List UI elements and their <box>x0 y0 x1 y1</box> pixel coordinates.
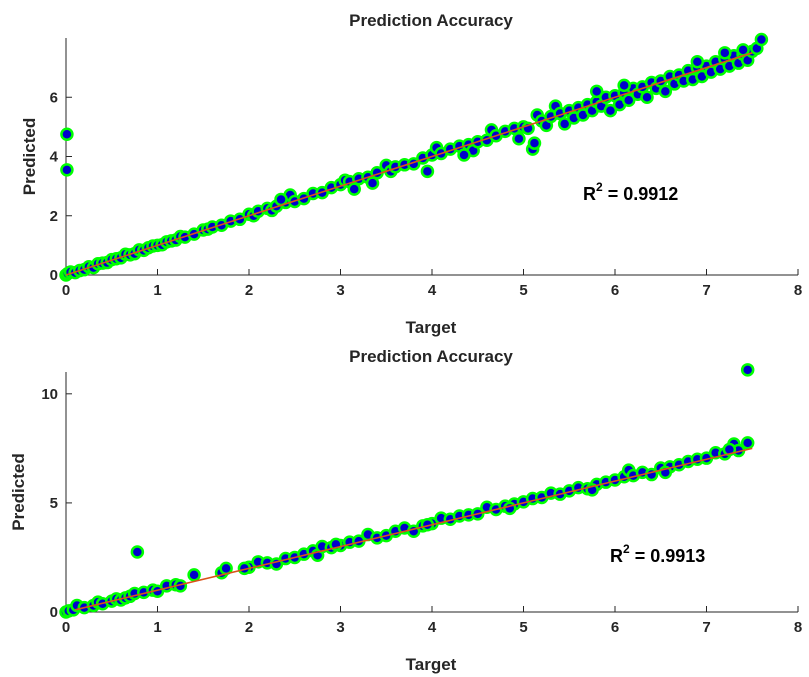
r-squared-value: = 0.9912 <box>603 184 679 204</box>
x-tick-label: 5 <box>519 282 527 299</box>
subplot-2: 0 1 2 3 4 5 6 7 8 0 5 10 Prediction Accuracy Target Pr… <box>9 347 802 674</box>
scatter-point <box>690 54 705 69</box>
y-tick-label: 0 <box>50 267 58 284</box>
scatter-point <box>420 164 435 179</box>
x-tick-label: 3 <box>336 619 344 636</box>
scatter-point <box>740 436 755 450</box>
x-tick-label: 6 <box>611 282 619 299</box>
fit-line <box>65 52 753 276</box>
x-tick-label: 5 <box>519 619 527 636</box>
scatter-point <box>589 84 604 99</box>
x-tick-label: 3 <box>336 282 344 299</box>
x-tick-label: 2 <box>245 619 253 636</box>
scatter-point <box>187 568 201 582</box>
r-squared-annotation: R2 = 0.9912 <box>583 180 678 204</box>
x-tick-label: 0 <box>62 619 70 636</box>
scatter-point <box>617 78 631 93</box>
r-squared-value: = 0.9913 <box>630 546 706 566</box>
scatter-point <box>60 127 74 142</box>
scatter-point <box>740 363 755 377</box>
scatter-point <box>754 32 769 47</box>
y-tick-label: 2 <box>50 208 58 225</box>
scatter-series <box>59 363 755 619</box>
r-squared-base: R <box>583 184 596 204</box>
x-tick-label: 7 <box>702 619 710 636</box>
chart-title: Prediction Accuracy <box>349 11 513 30</box>
x-tick-label: 1 <box>153 282 161 299</box>
scatter-point <box>512 131 526 146</box>
x-tick-label: 6 <box>611 619 619 636</box>
r-squared-superscript: 2 <box>623 542 630 556</box>
scatter-point <box>130 545 145 559</box>
x-tick-label: 1 <box>153 619 161 636</box>
r-squared-base: R <box>610 546 623 566</box>
y-axis-label: Predicted <box>9 453 28 530</box>
y-tick-label: 4 <box>50 149 59 166</box>
scatter-point <box>722 442 737 457</box>
scatter-point <box>718 46 732 60</box>
x-axis-label: Target <box>406 655 457 674</box>
x-tick-label: 2 <box>245 282 253 299</box>
scatter-point <box>557 117 572 131</box>
scatter-point <box>621 93 636 107</box>
y-tick-label: 0 <box>50 604 58 621</box>
x-tick-label: 4 <box>428 282 437 299</box>
y-tick-label: 5 <box>50 495 58 512</box>
chart-title: Prediction Accuracy <box>349 347 513 366</box>
x-tick-label: 4 <box>428 619 437 636</box>
scatter-series <box>59 32 769 282</box>
fit-line <box>74 447 753 611</box>
scatter-point <box>527 136 542 150</box>
x-tick-label: 8 <box>794 282 802 299</box>
x-tick-label: 7 <box>702 282 710 299</box>
scatter-point <box>658 84 673 99</box>
scatter-point <box>365 176 380 190</box>
scatter-point <box>457 148 471 162</box>
subplot-1: 0 1 2 3 4 5 6 7 8 0 2 4 6 Prediction Accuracy Target Pr… <box>20 11 802 337</box>
scatter-point <box>60 163 74 177</box>
x-tick-label: 8 <box>794 619 802 636</box>
r-squared-annotation: R2 = 0.9913 <box>610 542 705 566</box>
y-axis-label: Predicted <box>20 118 39 195</box>
y-tick-label: 6 <box>50 89 58 106</box>
x-tick-label: 0 <box>62 282 70 299</box>
y-tick-label: 10 <box>41 386 58 403</box>
scatter-point <box>640 90 654 104</box>
scatter-point <box>603 103 618 118</box>
r-squared-superscript: 2 <box>596 180 603 194</box>
x-axis-label: Target <box>406 318 457 337</box>
